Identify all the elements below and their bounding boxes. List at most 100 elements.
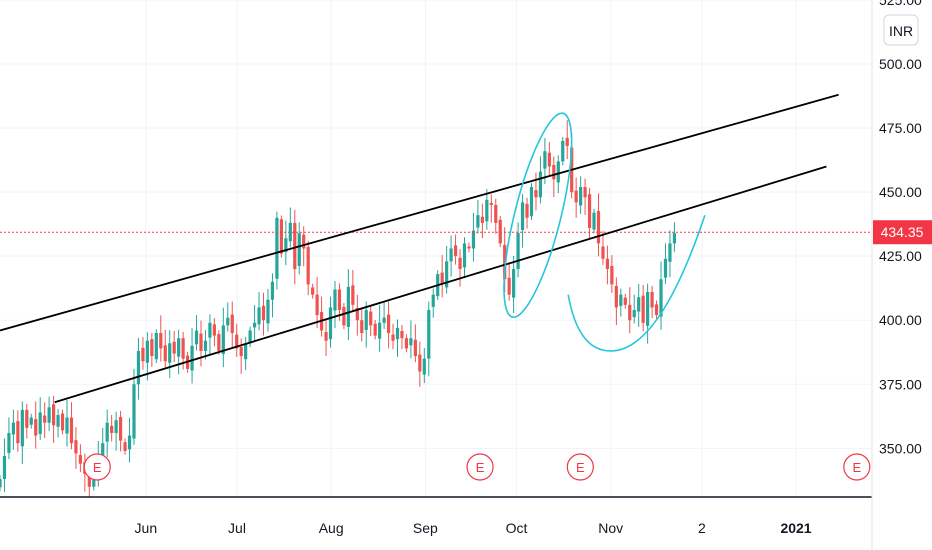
candle xyxy=(217,330,221,355)
candle-body xyxy=(663,258,668,278)
candle xyxy=(239,338,243,374)
candle-body xyxy=(628,304,632,321)
candle xyxy=(668,230,672,278)
candle-body xyxy=(29,417,33,425)
candle xyxy=(485,189,489,230)
candle xyxy=(141,337,145,370)
candle-body xyxy=(132,384,136,439)
candle xyxy=(471,212,476,262)
candle xyxy=(494,198,498,234)
candle xyxy=(534,172,538,211)
candle-body xyxy=(512,268,516,298)
earnings-marker[interactable]: E xyxy=(83,453,111,481)
candle-body xyxy=(302,234,306,249)
candle xyxy=(378,305,382,352)
earnings-marker[interactable]: E xyxy=(466,453,494,481)
candle-body xyxy=(56,415,60,427)
candle xyxy=(489,194,493,223)
candle xyxy=(16,410,20,452)
candle-body xyxy=(654,304,659,316)
earnings-marker[interactable]: E xyxy=(843,453,871,481)
candle xyxy=(43,402,47,439)
candle xyxy=(11,409,16,450)
candle xyxy=(230,301,234,349)
candle xyxy=(29,413,33,429)
candle-body xyxy=(378,322,382,339)
candle xyxy=(623,293,627,309)
candle-body xyxy=(596,211,601,244)
candle-body xyxy=(101,443,105,461)
candle xyxy=(596,193,601,257)
candle-body xyxy=(520,202,525,231)
candles xyxy=(0,120,677,498)
candle-body xyxy=(74,440,78,454)
candle xyxy=(538,156,543,204)
candle xyxy=(404,334,409,353)
candle-body xyxy=(668,243,672,262)
candle-body xyxy=(284,238,288,253)
candle xyxy=(311,283,315,299)
candle xyxy=(360,309,364,342)
candle xyxy=(663,243,668,284)
candle xyxy=(641,284,645,332)
candle xyxy=(145,332,149,381)
upper-channel-line[interactable] xyxy=(0,93,839,332)
candle-body xyxy=(561,140,565,162)
candle-body xyxy=(0,479,2,488)
candle-body xyxy=(177,338,181,357)
candle xyxy=(168,330,172,379)
candle-body xyxy=(60,413,65,431)
y-axis-ticks: 350.00 375.00 400.00 425.00 450.00 475.00 500.… xyxy=(879,0,922,456)
y-tick-label: 475.00 xyxy=(879,120,922,136)
candle-body xyxy=(16,421,20,444)
candle xyxy=(364,301,368,348)
earnings-circle xyxy=(566,453,594,481)
candle xyxy=(409,320,413,359)
candle xyxy=(212,318,216,347)
currency-badge[interactable]: INR xyxy=(883,14,919,46)
lower-channel-line[interactable] xyxy=(54,165,827,404)
candle-body xyxy=(212,324,216,336)
trendlines[interactable] xyxy=(0,93,839,404)
candle xyxy=(333,281,337,329)
cup-curve[interactable] xyxy=(567,214,706,352)
candle xyxy=(163,329,167,368)
earnings-label: E xyxy=(93,460,102,475)
candle-body xyxy=(248,330,252,344)
candle xyxy=(270,273,275,318)
candle xyxy=(659,261,663,330)
candle xyxy=(284,220,288,266)
y-tick-label: 525.00 xyxy=(879,0,922,8)
candle xyxy=(7,417,11,460)
candle xyxy=(38,397,42,441)
candle xyxy=(418,341,422,387)
candle-body xyxy=(47,407,51,423)
candle xyxy=(587,188,592,239)
candle xyxy=(650,285,654,319)
candle xyxy=(20,401,24,464)
x-tick-label: 2021 xyxy=(780,520,811,536)
candle-body xyxy=(538,171,543,198)
candle-body xyxy=(529,187,534,217)
candle-body xyxy=(208,322,212,338)
candle-body xyxy=(297,233,301,266)
candle-body xyxy=(431,294,435,307)
candle-body xyxy=(543,151,547,169)
candle xyxy=(369,305,373,337)
y-tick-label: 375.00 xyxy=(879,376,922,392)
earnings-marker[interactable]: E xyxy=(566,453,594,481)
candle xyxy=(199,320,203,367)
candle xyxy=(565,120,569,160)
oval-curve[interactable] xyxy=(490,108,585,323)
candle xyxy=(261,292,266,336)
candle-body xyxy=(315,294,319,316)
candle-body xyxy=(413,339,417,357)
y-tick-label: 425.00 xyxy=(879,248,922,264)
candle xyxy=(118,410,123,452)
x-axis-ticks: Jun Jul Aug Sep Oct Nov 2 2021 xyxy=(135,520,812,536)
candle xyxy=(628,287,632,334)
candle-body xyxy=(199,333,203,351)
candle-body xyxy=(266,299,270,324)
